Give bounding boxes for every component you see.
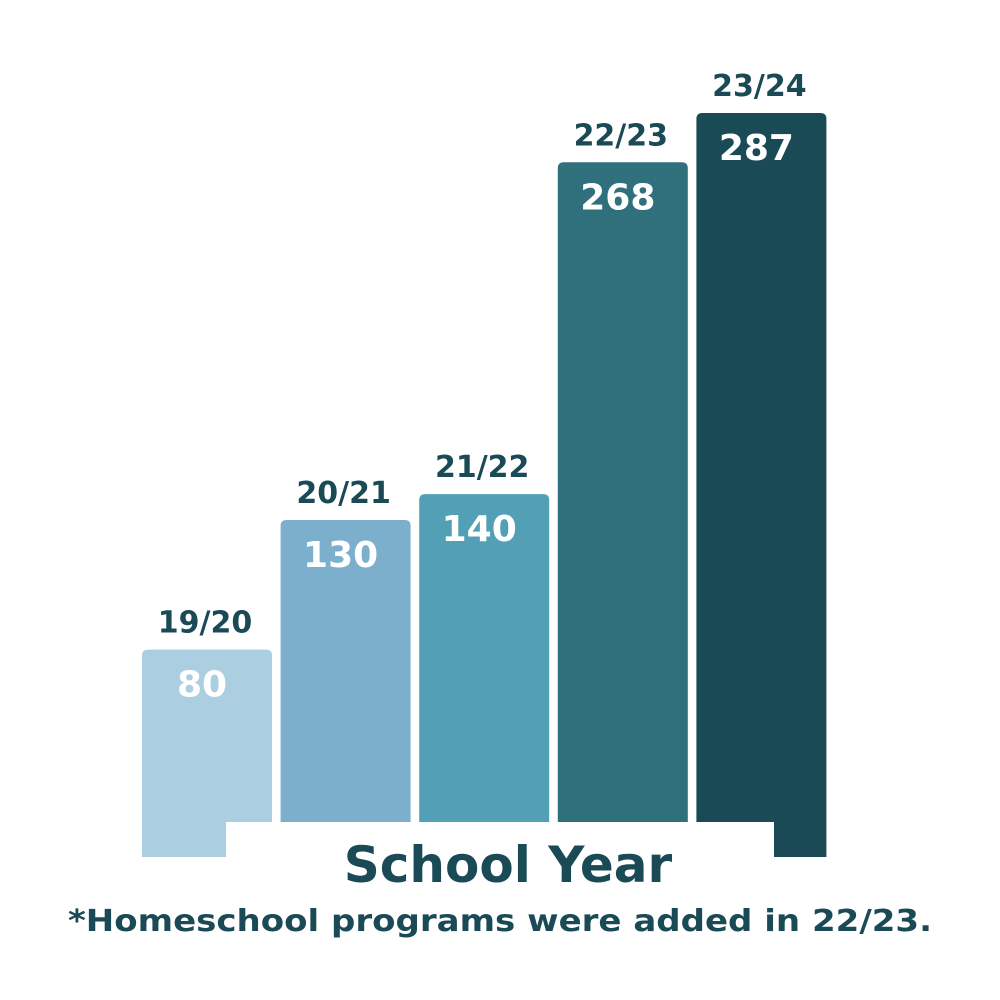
bar [419,494,550,857]
x-axis-label: School Year [344,836,673,894]
value-label: 268 [580,177,655,218]
bar [280,519,411,857]
label-panel [226,822,774,1000]
bar [696,113,827,857]
value-label: 80 [177,665,227,706]
footnote: *Homeschool programs were added in 22/23… [68,904,932,939]
category-label: 20/21 [296,476,390,511]
bar [142,649,272,857]
bar-group: 80 19/20 130 20/21 140 21/22 268 22/23 287 23/24 [142,69,827,858]
value-label: 130 [303,535,378,576]
category-label: 22/23 [574,118,668,153]
value-label: 287 [719,128,794,169]
value-label: 140 [442,509,517,550]
category-label: 21/22 [435,450,529,485]
bar [557,162,688,858]
category-label: 23/24 [712,69,806,104]
category-label: 19/20 [158,606,252,641]
